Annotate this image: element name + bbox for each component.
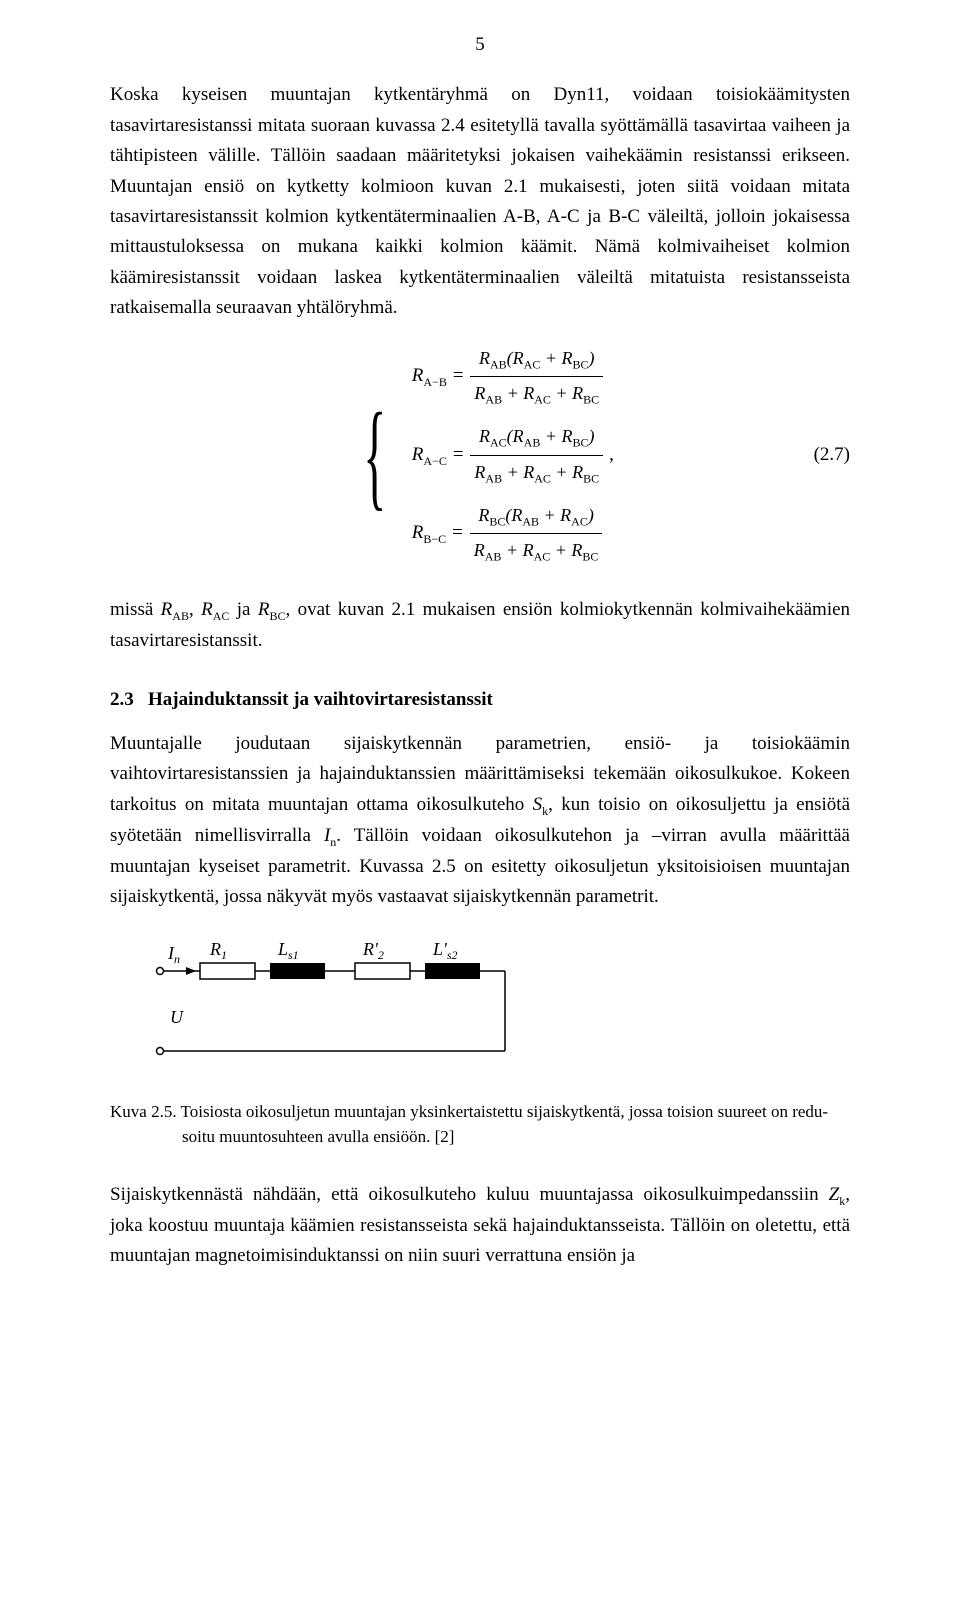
svg-text:In: In xyxy=(167,943,180,966)
section-number: 2.3 xyxy=(110,689,134,710)
paragraph-2: missä RAB, RAC ja RBC, ovat kuvan 2.1 mu… xyxy=(110,595,850,656)
svg-text:L's2: L's2 xyxy=(432,939,458,962)
eq-comma: , xyxy=(609,440,614,470)
eq-row-1: RA−B = RAB(RAC + RBC) RAB + RAC + RBC xyxy=(412,344,614,411)
paragraph-1: Koska kyseisen muuntajan kytkentäryhmä o… xyxy=(110,80,850,323)
svg-text:Ls1: Ls1 xyxy=(277,939,299,962)
page-number: 5 xyxy=(110,30,850,60)
figure-2-5-caption: Kuva 2.5. Toisiosta oikosuljetun muuntaj… xyxy=(110,1099,850,1150)
paragraph-3: Muuntajalle joudutaan sijaiskytkennän pa… xyxy=(110,729,850,913)
eq-row-2: RA−C = RAC(RAB + RBC) RAB + RAC + RBC , xyxy=(412,422,614,489)
equation-2-7: { RA−B = RAB(RAC + RBC) RAB + RAC + RBC … xyxy=(110,344,850,568)
equation-label: (2.7) xyxy=(814,440,850,470)
section-2-3-heading: 2.3 Hajainduktanssit ja vaihtovirtaresis… xyxy=(110,685,850,715)
figure-label: Kuva 2.5. xyxy=(110,1102,177,1121)
equation-rows: RA−B = RAB(RAC + RBC) RAB + RAC + RBC RA… xyxy=(412,344,614,568)
svg-text:R1: R1 xyxy=(209,939,227,962)
equation-brace: { xyxy=(363,395,386,515)
eq-row-3: RB−C = RBC(RAB + RAC) RAB + RAC + RBC xyxy=(412,501,614,568)
svg-text:U: U xyxy=(170,1007,184,1027)
paragraph-4: Sijaiskytkennästä nähdään, että oikosulk… xyxy=(110,1180,850,1272)
section-title: Hajainduktanssit ja vaihtovirtaresistans… xyxy=(148,689,493,710)
circuit-diagram: In R1 Ls1 R'2 L's2 U xyxy=(150,931,850,1091)
svg-text:R'2: R'2 xyxy=(362,939,384,962)
